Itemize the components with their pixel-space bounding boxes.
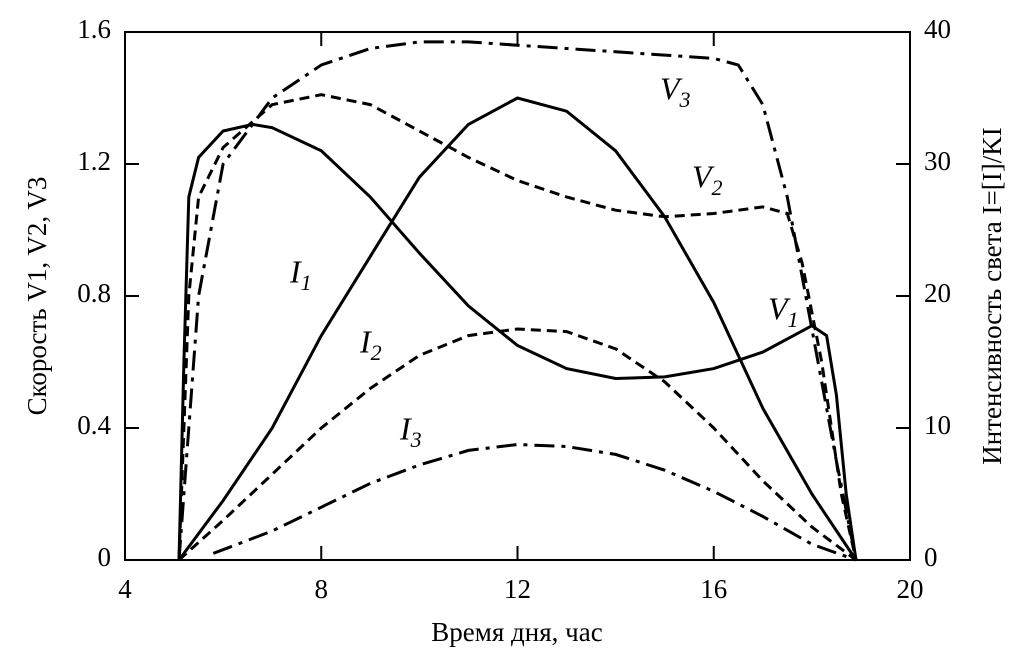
y2-tick-label: 10 bbox=[924, 410, 951, 440]
series-label: I2 bbox=[359, 323, 382, 365]
x-tick-label: 12 bbox=[504, 574, 531, 604]
y-tick-label: 0 bbox=[98, 542, 112, 572]
series-line bbox=[177, 327, 857, 562]
series-line bbox=[177, 96, 858, 561]
x-tick-label: 4 bbox=[118, 574, 132, 604]
y2-axis-label: Интенсивность света I=[I]/KI bbox=[977, 127, 1007, 464]
y-tick-label: 1.2 bbox=[77, 146, 111, 176]
y-tick-label: 1.6 bbox=[77, 14, 111, 44]
series-line bbox=[177, 122, 858, 561]
series-label: V1 bbox=[768, 290, 799, 332]
series-label: I3 bbox=[399, 410, 422, 452]
series-line bbox=[212, 442, 857, 562]
plot-frame bbox=[124, 31, 911, 561]
x-tick-label: 20 bbox=[897, 574, 924, 604]
y2-tick-label: 0 bbox=[924, 542, 938, 572]
y-tick-label: 0.4 bbox=[77, 410, 111, 440]
series-label: I1 bbox=[289, 253, 312, 295]
y2-tick-label: 40 bbox=[924, 14, 951, 44]
y-axis-label: Скорость V1, V2, V3 bbox=[22, 177, 52, 416]
y2-tick-label: 30 bbox=[924, 146, 951, 176]
x-axis-label: Время дня, час bbox=[431, 617, 602, 647]
series-line bbox=[177, 93, 858, 561]
x-tick-label: 16 bbox=[700, 574, 727, 604]
series-line bbox=[177, 40, 858, 561]
y2-tick-label: 20 bbox=[924, 278, 951, 308]
x-tick-label: 8 bbox=[315, 574, 329, 604]
y-tick-label: 0.8 bbox=[77, 278, 111, 308]
series-label: V2 bbox=[692, 158, 723, 200]
series-label: V3 bbox=[660, 70, 691, 112]
